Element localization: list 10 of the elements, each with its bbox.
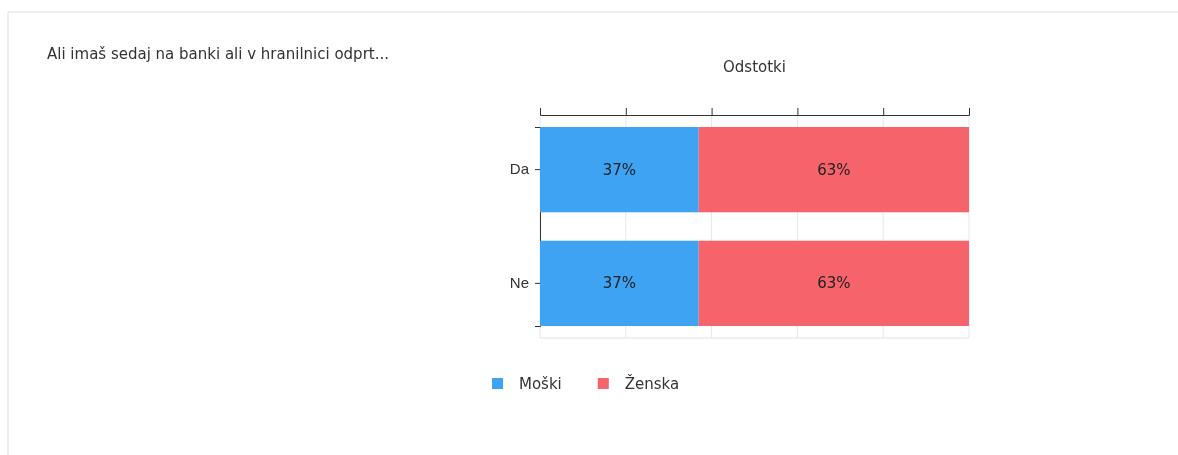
data-label: 63% [817,274,851,293]
data-label: 37% [602,160,637,179]
y-tick-label: Da [509,160,530,178]
legend-label: Ženska [624,374,680,393]
data-label: 37% [602,274,637,293]
y-tick-label: Ne [509,274,529,292]
x-axis-title: Odstotki [723,58,786,76]
data-label: 63% [817,160,851,179]
text: Ali imaš sedaj na banki ali v hranilnici odprt... [47,45,389,63]
legend-label: Moški [519,375,562,393]
